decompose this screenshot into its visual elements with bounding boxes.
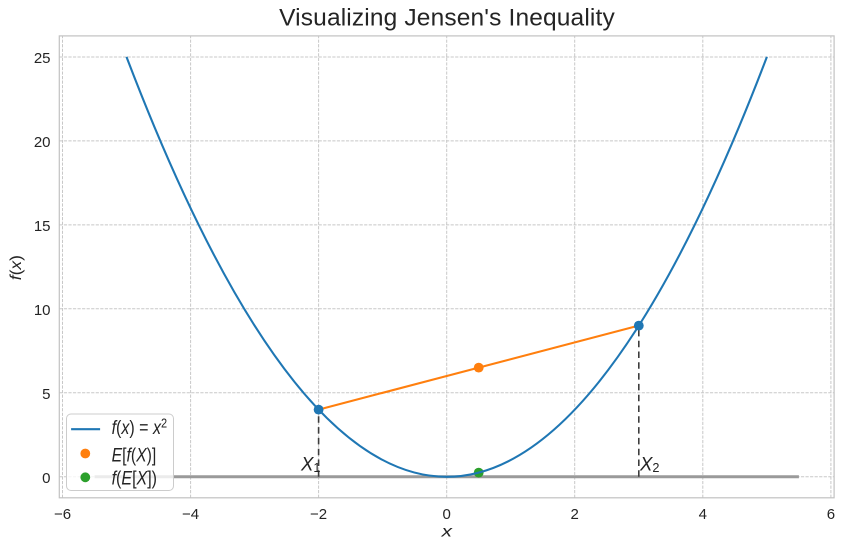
- svg-text:Visualizing Jensen's Inequalit: Visualizing Jensen's Inequality: [279, 5, 615, 32]
- svg-text:6: 6: [827, 506, 835, 523]
- svg-text:20: 20: [34, 134, 51, 151]
- svg-text:f(x) = x2: f(x) = x2: [112, 416, 168, 440]
- svg-text:5: 5: [42, 386, 50, 403]
- svg-text:0: 0: [443, 506, 451, 523]
- svg-text:4: 4: [699, 506, 707, 523]
- svg-text:0: 0: [42, 470, 50, 487]
- svg-text:f(E[X]): f(E[X]): [112, 468, 157, 489]
- svg-text:f(x): f(x): [8, 255, 25, 280]
- svg-text:15: 15: [34, 218, 51, 235]
- svg-text:25: 25: [34, 50, 51, 67]
- svg-text:X2: X2: [639, 454, 659, 475]
- svg-text:−2: −2: [310, 506, 327, 523]
- svg-text:X1: X1: [300, 454, 320, 475]
- svg-text:10: 10: [34, 302, 51, 319]
- svg-text:−6: −6: [54, 506, 71, 523]
- svg-text:E[f(X)]: E[f(X)]: [112, 445, 157, 466]
- svg-text:x: x: [440, 524, 453, 541]
- svg-text:2: 2: [571, 506, 579, 523]
- svg-text:−4: −4: [182, 506, 199, 523]
